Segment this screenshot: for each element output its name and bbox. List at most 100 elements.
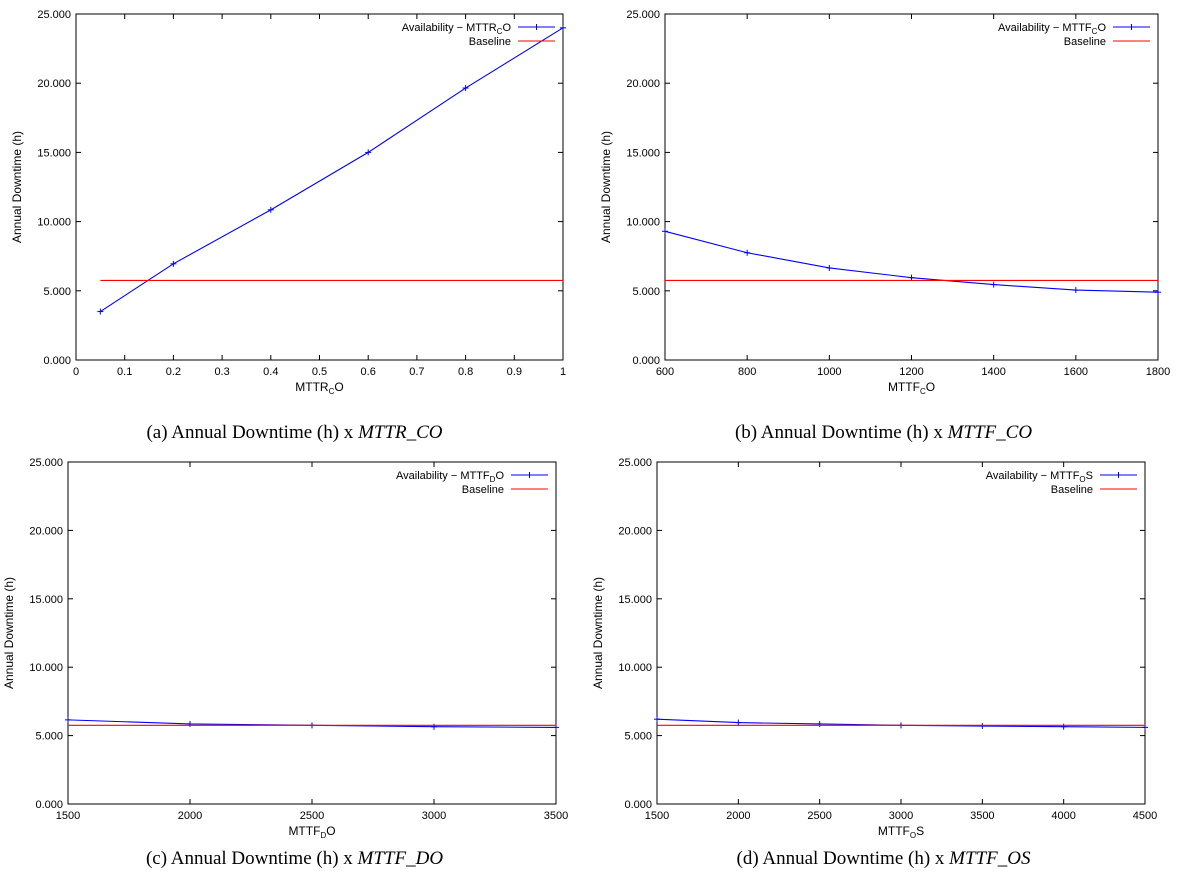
- x-tick-label: 4500: [1133, 810, 1157, 822]
- y-tick-label: 5.000: [43, 286, 71, 298]
- chart-a-svg: 0.000 5.000 10.000 15.000 20.000 25.000 0 0.1 0.…: [10, 9, 566, 396]
- x-tick-label: 2500: [300, 810, 324, 822]
- x-tick-label: 0.5: [312, 366, 327, 378]
- chart-b-caption: (b) Annual Downtime (h) x MTTF_CO: [589, 422, 1178, 444]
- y-tick-label: 15.000: [37, 147, 71, 159]
- y-tick-label: 10.000: [618, 662, 652, 674]
- chart-panel-b: 0.000 5.000 10.000 15.000 20.000 25.000 600 800…: [589, 0, 1178, 446]
- data-point: [431, 723, 437, 730]
- chart-a-caption: (a) Annual Downtime (h) x MTTR_CO: [0, 422, 589, 444]
- y-tick-label: 20.000: [29, 525, 63, 537]
- x-axis-label: MTTRCO: [295, 380, 343, 396]
- y-tick-label: 25.000: [618, 457, 652, 469]
- x-tick-label: 0.7: [409, 366, 424, 378]
- data-point: [97, 308, 104, 315]
- x-tick-label: 0.1: [117, 366, 132, 378]
- x-tick-label: 1400: [981, 366, 1005, 378]
- plot-frame: [656, 461, 1146, 805]
- data-point: [1060, 723, 1067, 730]
- x-tick-label: 1000: [817, 366, 841, 378]
- y-tick-label: 5.000: [632, 286, 660, 298]
- x-tick-label: 3500: [970, 810, 994, 822]
- x-tick-label: 0.3: [214, 366, 229, 378]
- legend-label-0: Availability − MTTFCO: [998, 22, 1106, 36]
- x-tick-label: 2500: [807, 810, 831, 822]
- x-tick-label: 1: [560, 366, 566, 378]
- chart-c-caption-prefix: (c) Annual Downtime (h) x: [145, 848, 358, 869]
- y-axis-label: Annual Downtime (h): [10, 131, 24, 243]
- legend-label-1: Baseline: [1051, 484, 1093, 496]
- chart-b-caption-prefix: (b) Annual Downtime (h) x: [734, 422, 948, 443]
- y-tick-label: 5.000: [624, 731, 652, 743]
- x-tick-label: 0.2: [166, 366, 181, 378]
- data-point: [267, 206, 274, 213]
- x-tick-label: 2000: [178, 810, 202, 822]
- y-tick-label: 10.000: [37, 217, 71, 229]
- x-tick-label: 800: [738, 366, 756, 378]
- chart-d-svg: 0.000 5.000 10.000 15.000 20.000 25.000 1500 20…: [591, 457, 1157, 840]
- x-tick-label: 3000: [422, 810, 446, 822]
- y-tick-label: 25.000: [29, 457, 63, 469]
- chart-a-caption-prefix: (a) Annual Downtime (h) x: [146, 422, 359, 443]
- plot-frame: [67, 461, 557, 805]
- chart-panel-a: 0.000 5.000 10.000 15.000 20.000 25.000 0 0.1 0.…: [0, 0, 589, 446]
- y-tick-label: 20.000: [37, 78, 71, 90]
- data-point: [979, 723, 986, 730]
- x-tick-label: 0: [73, 366, 79, 378]
- y-tick-label: 10.000: [29, 662, 63, 674]
- data-point: [65, 716, 71, 723]
- y-tick-label: 20.000: [626, 78, 660, 90]
- x-tick-label: 2000: [726, 810, 750, 822]
- x-tick-label: 1600: [1064, 366, 1088, 378]
- legend-label-0: Availability − MTTFDO: [396, 470, 504, 484]
- legend-label-1: Baseline: [469, 36, 511, 48]
- y-tick-label: 25.000: [626, 9, 660, 21]
- x-tick-label: 0.8: [458, 366, 473, 378]
- x-tick-label: 1200: [899, 366, 923, 378]
- data-point: [365, 149, 372, 156]
- data-point: [735, 719, 742, 726]
- x-tick-label: 0.9: [507, 366, 522, 378]
- data-point: [560, 24, 566, 31]
- y-axis-label: Annual Downtime (h): [591, 577, 605, 689]
- chart-a-caption-var: MTTR_CO: [358, 422, 443, 443]
- chart-b-svg: 0.000 5.000 10.000 15.000 20.000 25.000 600 800…: [599, 9, 1170, 396]
- x-tick-label: 1800: [1146, 366, 1170, 378]
- y-tick-label: 0.000: [43, 355, 71, 367]
- chart-b-caption-var: MTTF_CO: [947, 422, 1033, 443]
- data-point: [662, 228, 668, 235]
- chart-c-svg: 0.000 5.000 10.000 15.000 20.000 25.000 1500 20…: [2, 457, 568, 840]
- legend-label-0: Availability − MTTRCO: [402, 22, 512, 36]
- y-tick-label: 10.000: [626, 217, 660, 229]
- series-line-0: [664, 230, 1159, 293]
- data-point: [654, 716, 660, 723]
- legend-label-1: Baseline: [1064, 36, 1106, 48]
- data-point: [990, 281, 997, 288]
- y-tick-label: 5.000: [35, 731, 63, 743]
- chart-d-caption: (d) Annual Downtime (h) x MTTF_OS: [589, 848, 1178, 870]
- data-point: [187, 720, 193, 727]
- y-tick-label: 15.000: [29, 594, 63, 606]
- chart-c-caption: (c) Annual Downtime (h) x MTTF_DO: [0, 848, 589, 870]
- y-tick-label: 20.000: [618, 525, 652, 537]
- x-axis-label: MTTFOS: [878, 824, 924, 840]
- data-point: [826, 264, 833, 271]
- plot-frame: [664, 13, 1159, 361]
- data-point: [462, 85, 469, 92]
- data-point: [908, 274, 915, 281]
- chart-panel-c: 0.000 5.000 10.000 15.000 20.000 25.000 1500 20…: [0, 446, 589, 892]
- y-tick-label: 0.000: [624, 799, 652, 811]
- x-tick-label: 0.6: [361, 366, 376, 378]
- plot-frame: [75, 13, 564, 361]
- y-tick-label: 0.000: [632, 355, 660, 367]
- y-axis-label: Annual Downtime (h): [2, 577, 16, 689]
- legend-label-1: Baseline: [462, 484, 504, 496]
- y-tick-label: 0.000: [35, 799, 63, 811]
- data-point: [816, 720, 823, 727]
- x-axis-label: MTTFDO: [288, 824, 335, 840]
- x-axis-label: MTTFCO: [888, 380, 935, 396]
- x-tick-label: 4000: [1051, 810, 1075, 822]
- data-point: [1155, 289, 1161, 296]
- x-tick-label: 1500: [56, 810, 80, 822]
- y-axis-label: Annual Downtime (h): [599, 131, 613, 243]
